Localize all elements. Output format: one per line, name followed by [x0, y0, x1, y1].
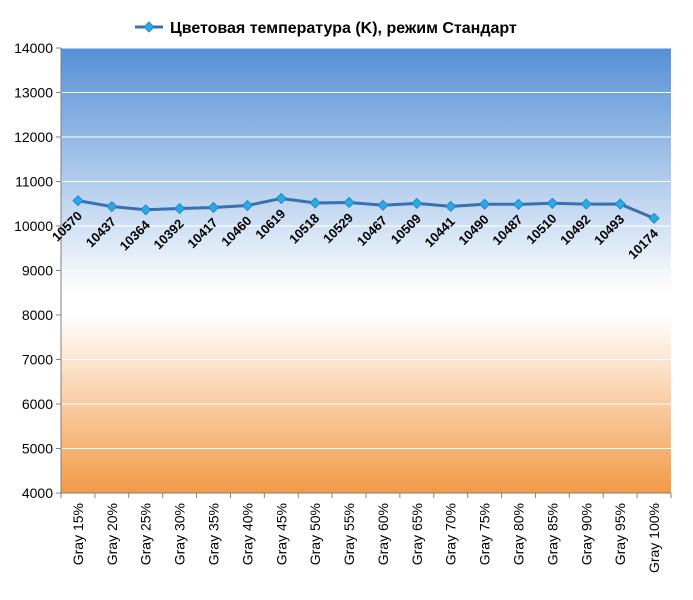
- data-point: [72, 195, 84, 207]
- y-tick-label: 4000: [22, 485, 53, 501]
- data-point: [479, 198, 491, 210]
- data-point: [377, 199, 389, 211]
- x-tick-label: Gray 45%: [273, 503, 289, 565]
- x-tick-label: Gray 30%: [172, 503, 188, 565]
- data-point: [275, 192, 287, 205]
- data-point: [512, 198, 525, 210]
- x-tick-label: Gray 80%: [511, 503, 527, 565]
- y-tick-label: 11000: [15, 174, 53, 190]
- grid: [61, 47, 671, 449]
- legend-label: Цветовая температура (K), режим Стандарт: [170, 20, 517, 37]
- x-tick-label: Gray 95%: [612, 503, 628, 565]
- x-tick-label: Gray 25%: [138, 503, 154, 565]
- x-tick-label: Gray 40%: [239, 503, 255, 565]
- x-tick-label: Gray 75%: [477, 503, 493, 565]
- y-tick-label: 7000: [22, 352, 53, 368]
- data-point: [614, 198, 626, 210]
- legend-marker: [143, 21, 155, 33]
- y-tick-label: 6000: [22, 396, 53, 412]
- x-tick-label: Gray 50%: [307, 503, 323, 565]
- series-line: [77, 196, 655, 220]
- data-point: [648, 212, 660, 224]
- series: [72, 192, 660, 224]
- y-tick-label: 9000: [22, 263, 53, 279]
- x-tick-label: Gray 90%: [578, 503, 594, 565]
- data-point: [343, 196, 355, 209]
- y-tick-label: 14000: [14, 40, 53, 56]
- axes: 4000 5000 6000 7000 8000 9000 10000 11000 12000 1…: [14, 40, 672, 573]
- x-tick-label: Gray 65%: [409, 503, 425, 565]
- x-tick-label: Gray 55%: [341, 503, 357, 565]
- y-tick-label: 8000: [22, 307, 53, 323]
- data-point: [106, 200, 118, 213]
- data-point: [309, 197, 321, 209]
- y-tick-label: 5000: [22, 441, 53, 457]
- data-point: [546, 197, 558, 209]
- x-tick-label: Gray 20%: [104, 503, 120, 565]
- data-point: [207, 201, 220, 214]
- x-tick-label: Gray 15%: [70, 503, 86, 565]
- x-tick-label: Gray 70%: [443, 503, 459, 565]
- x-tick-label: Gray 100%: [646, 503, 662, 573]
- legend: Цветовая температура (K), режим Стандарт: [135, 20, 517, 37]
- y-tick-label: 12000: [14, 129, 53, 145]
- x-tick-label: Gray 35%: [206, 503, 222, 565]
- data-point: [241, 199, 253, 212]
- data-point: [580, 198, 592, 210]
- x-tick-label: Gray 60%: [375, 503, 391, 565]
- x-tick-label: Gray 85%: [544, 503, 560, 565]
- data-point: [140, 204, 152, 216]
- data-point: [411, 197, 423, 209]
- y-tick-label: 13000: [14, 85, 53, 101]
- y-tick-label: 10000: [14, 218, 53, 234]
- data-point: [174, 202, 186, 215]
- data-point: [445, 200, 457, 212]
